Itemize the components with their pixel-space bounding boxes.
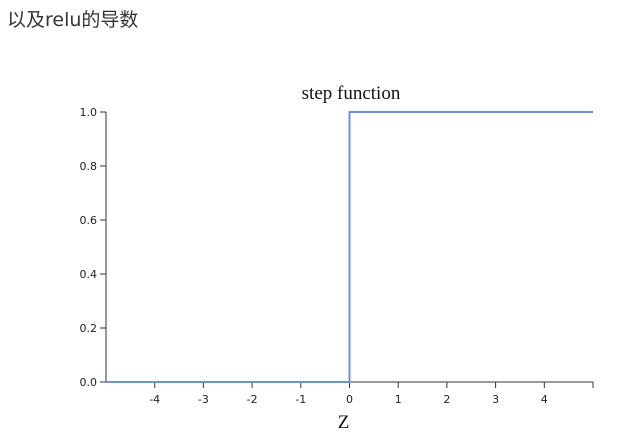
x-axis-label: Z [338,412,350,433]
x-tick-label: -3 [198,393,209,406]
x-tick-label: 3 [492,393,499,406]
x-tick-label: 4 [541,393,548,406]
y-tick-label: 0.2 [80,322,98,335]
y-tick-label: 1.0 [80,106,98,119]
x-tick-label: -2 [247,393,258,406]
page-heading: 以及relu的导数 [7,9,139,31]
x-tick-label: 1 [395,393,402,406]
x-tick-label: 2 [443,393,450,406]
y-tick-label: 0.4 [80,268,98,281]
y-tick-label: 0.0 [80,376,98,389]
x-tick-label: -4 [149,393,160,406]
x-tick-label: 0 [346,393,353,406]
chart-title: step function [302,83,401,104]
axes: 0.0 0.2 0.4 0.6 0.8 1.0 -4 -3 -2 -1 0 1 2 3 4 [80,106,594,406]
x-tick-label: -1 [295,393,306,406]
y-tick-label: 0.8 [80,160,98,173]
series-layer [106,111,593,383]
y-tick-label: 0.6 [80,214,98,227]
series-line [106,111,593,383]
